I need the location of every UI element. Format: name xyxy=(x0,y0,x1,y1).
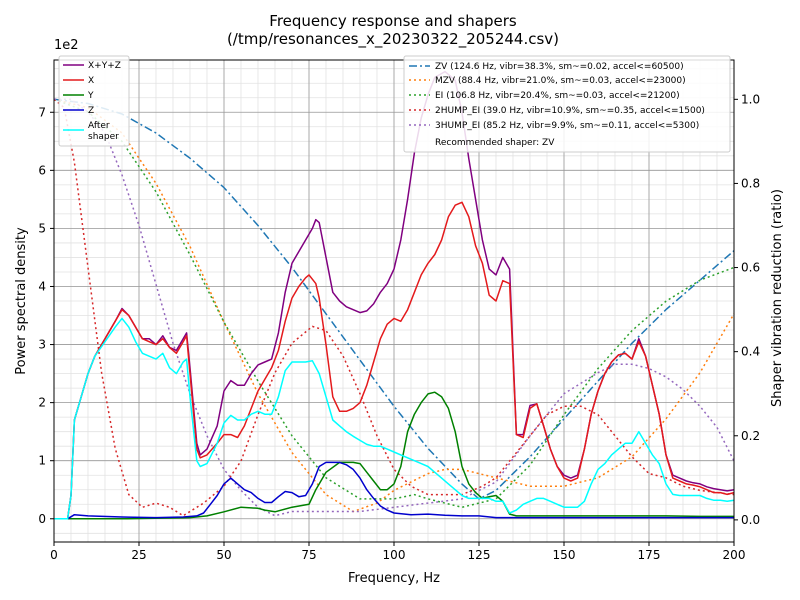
psd-line-x xyxy=(54,201,735,520)
x-tick-label: 75 xyxy=(301,548,316,562)
y2-tick-label: 0.4 xyxy=(741,345,760,359)
x-tick-label: 0 xyxy=(50,548,58,562)
psd-line-z xyxy=(54,461,734,520)
legend-label-z: Z xyxy=(88,106,94,116)
x-tick-label: 100 xyxy=(383,548,406,562)
y-tick-label: 4 xyxy=(38,279,46,293)
shaper-line-mzv xyxy=(53,98,735,513)
legend-label-x: X xyxy=(88,76,94,86)
y2-axis-ticks: 0.0 0.2 0.4 0.6 0.8 1.0 xyxy=(734,92,760,527)
y2-tick-label: 0.0 xyxy=(741,513,760,527)
legend-label-2hump-ei: 2HUMP_EI (39.0 Hz, vibr=10.9%, sm~=0.35,… xyxy=(435,106,705,116)
shaper-line-ei xyxy=(53,98,735,509)
psd-line-after-shaper xyxy=(54,317,735,520)
y-tick-label: 7 xyxy=(38,105,46,119)
legend-label-mzv: MZV (88.4 Hz, vibr=21.0%, sm~=0.03, acce… xyxy=(435,76,686,86)
legend-left: X+Y+Z X Y Z After shaper xyxy=(58,55,130,147)
legend-right: ZV (124.6 Hz, vibr=38.3%, sm~=0.02, acce… xyxy=(403,55,731,153)
legend-label-y: Y xyxy=(87,91,94,101)
x-tick-label: 25 xyxy=(131,548,146,562)
x-tick-label: 125 xyxy=(468,548,491,562)
shaper-line-3hump-ei xyxy=(54,98,735,517)
y2-tick-label: 0.2 xyxy=(741,429,760,443)
shaper-curves xyxy=(53,98,735,517)
legend-label-after-shaper-2: shaper xyxy=(88,132,119,142)
legend-label-3hump-ei: 3HUMP_EI (85.2 Hz, vibr=9.9%, sm~=0.11, … xyxy=(435,121,699,131)
y-tick-label: 0 xyxy=(38,512,46,526)
y2-axis-label: Shaper vibration reduction (ratio) xyxy=(770,189,785,407)
legend-label-ei: EI (106.8 Hz, vibr=20.4%, sm~=0.03, acce… xyxy=(435,91,680,101)
shaper-line-2hump-ei xyxy=(53,98,735,517)
chart-subtitle: (/tmp/resonances_x_20230322_205244.csv) xyxy=(227,30,559,49)
x-tick-label: 175 xyxy=(638,548,661,562)
y-tick-label: 5 xyxy=(38,221,46,235)
y-offset-label: 1e2 xyxy=(54,38,79,53)
legend-left-box xyxy=(58,55,130,147)
y-tick-label: 3 xyxy=(38,338,46,352)
x-tick-label: 50 xyxy=(216,548,231,562)
legend-recommendation: Recommended shaper: ZV xyxy=(435,138,555,148)
chart-title: Frequency response and shapers xyxy=(269,12,517,30)
y2-tick-label: 0.8 xyxy=(741,176,760,190)
legend-label-xyz: X+Y+Z xyxy=(88,61,121,71)
x-axis-ticks: 0 25 50 75 100 125 150 175 200 xyxy=(50,542,745,562)
y-axis-label: Power spectral density xyxy=(14,227,29,375)
legend-right-box xyxy=(403,55,731,153)
psd-curves xyxy=(54,70,735,520)
legend-label-zv: ZV (124.6 Hz, vibr=38.3%, sm~=0.02, acce… xyxy=(435,62,684,72)
legend-label-after-shaper-1: After xyxy=(88,121,110,131)
x-tick-label: 150 xyxy=(553,548,576,562)
y-tick-label: 2 xyxy=(38,396,46,410)
psd-line-y xyxy=(54,391,734,520)
y2-tick-label: 0.6 xyxy=(741,261,760,275)
y-tick-label: 1 xyxy=(38,454,46,468)
y2-tick-label: 1.0 xyxy=(741,92,760,106)
y-axis-ticks: 0 1 2 3 4 5 6 7 xyxy=(38,105,54,526)
x-axis-label: Frequency, Hz xyxy=(348,571,440,586)
x-tick-label: 200 xyxy=(723,548,746,562)
shaper-line-zv xyxy=(53,98,735,500)
y-tick-label: 6 xyxy=(38,163,46,177)
